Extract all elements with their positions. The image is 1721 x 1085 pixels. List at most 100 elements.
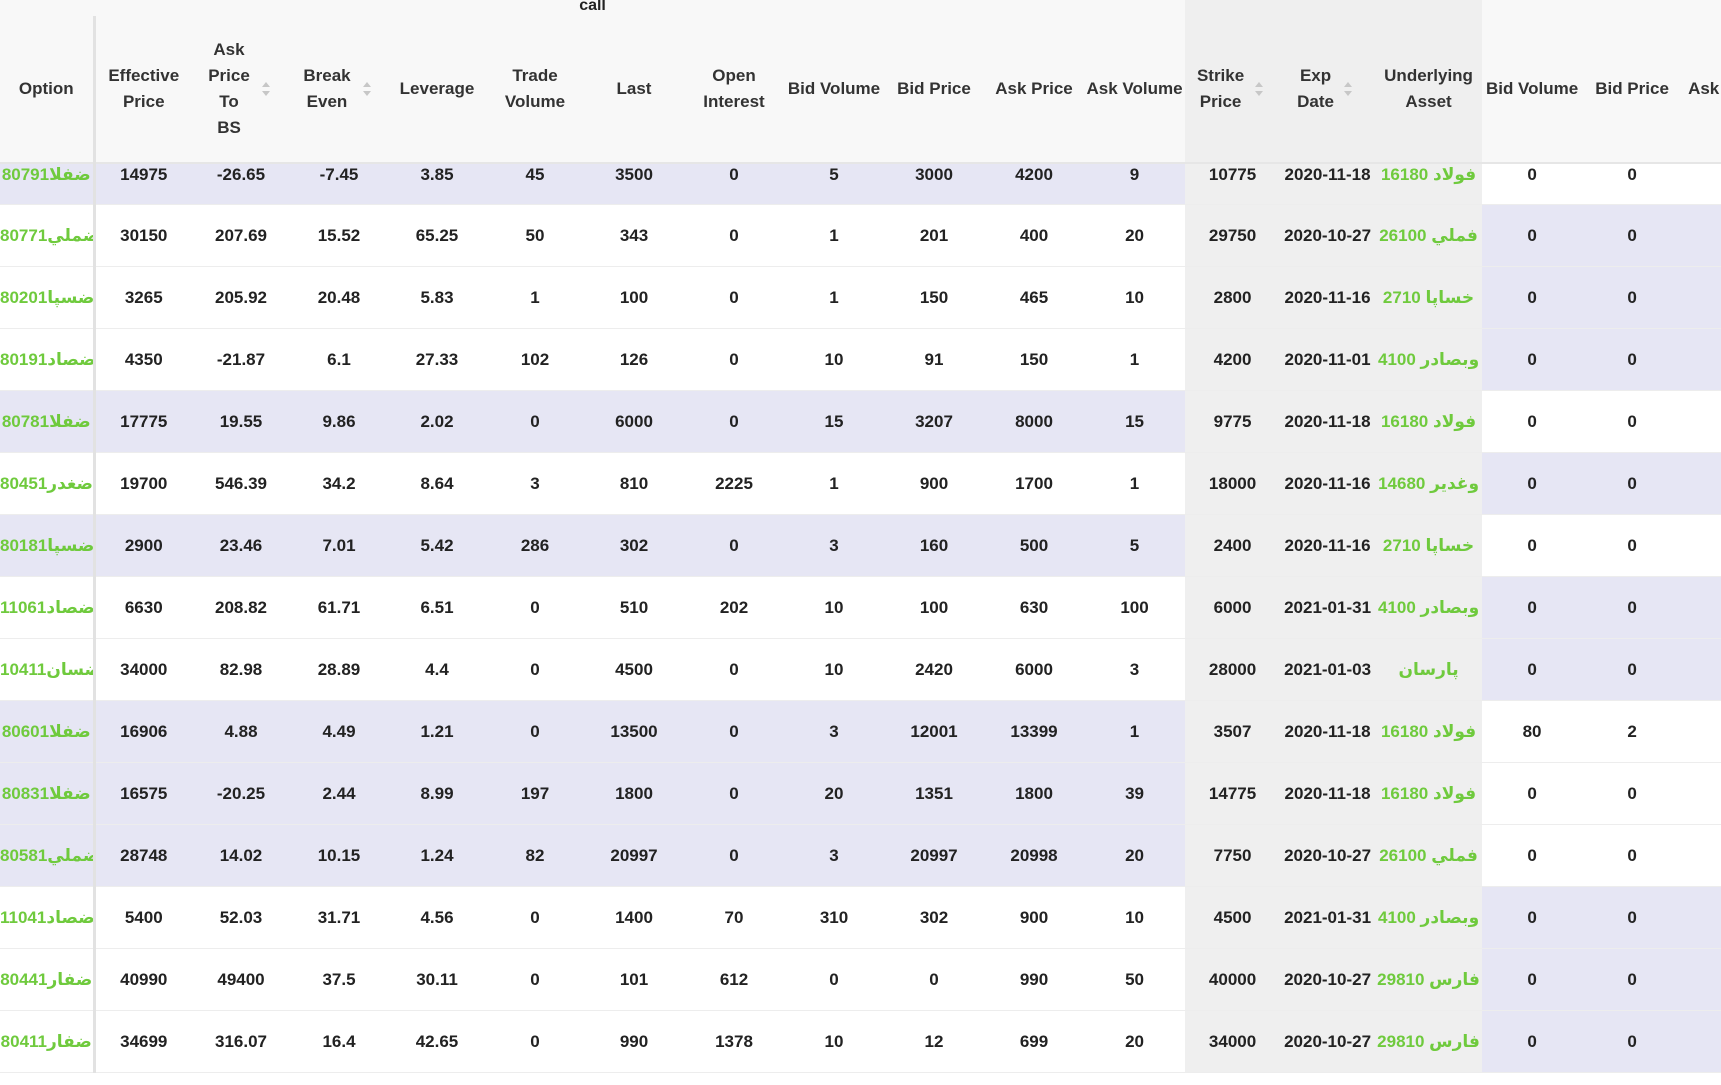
cell-put-bid-volume: 0 [1482,514,1583,577]
cell-bid-volume: 5 [784,163,884,205]
cell-bid-volume: 1 [784,452,884,515]
cell-ask-price: 990 [984,948,1084,1011]
option-link[interactable]: ضفار80411 [0,1010,96,1073]
cell-exp-date: 2020-10-27 [1280,204,1376,267]
cell-put-bid-volume: 0 [1482,328,1583,391]
cell-exp-date: 2020-10-27 [1280,824,1376,887]
sort-icon[interactable] [1343,81,1352,97]
underlying-asset-link[interactable]: وغدير 14680 [1375,452,1483,515]
cell-open-interest: 0 [684,638,784,701]
underlying-asset-link[interactable]: وبصادر 4100 [1375,886,1483,949]
option-link[interactable]: ضغدر80451 [0,452,96,515]
table-row: ضصاد11041 5400 52.03 31.71 4.56 0 1400 70 310 302… [0,886,1721,949]
underlying-asset-link[interactable]: فولاد 16180 [1375,390,1483,453]
cell-bid-price: 12 [884,1010,984,1073]
cell-open-interest: 612 [684,948,784,1011]
option-link[interactable]: ضفلا80601 [0,700,96,763]
underlying-asset-link[interactable]: پارسان [1375,638,1483,701]
cell-ask-price-to-bs: 19.55 [192,390,290,453]
cell-ask-volume: 1 [1084,452,1186,515]
cell-put-ask-partial [1682,886,1721,949]
cell-put-bid-price: 0 [1582,452,1683,515]
underlying-asset-link[interactable]: فارس 29810 [1375,948,1483,1011]
cell-ask-price-to-bs: 4.88 [192,700,290,763]
cell-break-even: 6.1 [290,328,388,391]
cell-strike-price: 4500 [1185,886,1281,949]
underlying-asset-link[interactable]: خساپا 2710 [1375,266,1483,329]
underlying-asset-link[interactable]: فولاد 16180 [1375,163,1483,205]
cell-ask-volume: 1 [1084,700,1186,763]
header-strike-price[interactable]: Strike Price [1185,16,1281,164]
cell-open-interest: 0 [684,390,784,453]
cell-put-ask-partial [1682,204,1721,267]
underlying-asset-link[interactable]: فارس 29810 [1375,1010,1483,1073]
cell-put-ask-partial [1682,266,1721,329]
option-link[interactable]: ضملي80771 [0,204,96,267]
cell-break-even: 20.48 [290,266,388,329]
cell-bid-volume: 15 [784,390,884,453]
cell-ask-volume: 1 [1084,328,1186,391]
cell-trade-volume: 0 [486,638,584,701]
option-link[interactable]: ضملي80581 [0,824,96,887]
cell-bid-volume: 310 [784,886,884,949]
header-put-ask-partial: Ask [1682,16,1721,164]
cell-ask-price-to-bs: 546.39 [192,452,290,515]
option-link[interactable]: ضفلا80831 [0,762,96,825]
option-link[interactable]: ضسپا80201 [0,266,96,329]
underlying-asset-link[interactable]: وبصادر 4100 [1375,328,1483,391]
cell-put-bid-volume: 0 [1482,390,1583,453]
option-link[interactable]: ضسان10411 [0,638,96,701]
cell-leverage: 4.4 [388,638,486,701]
header-put-bid-volume: Bid Volume [1482,16,1583,164]
cell-strike-price: 2800 [1185,266,1281,329]
header-ask-price-to-bs[interactable]: Ask Price To BS [192,16,290,164]
header-underlying-asset: Underlying Asset [1375,16,1483,164]
cell-leverage: 8.99 [388,762,486,825]
option-link[interactable]: ضفلا80781 [0,390,96,453]
sort-icon[interactable] [363,81,371,97]
cell-open-interest: 0 [684,266,784,329]
table-row: ضملي8077130150207.6915.5265.255034301201… [0,204,1721,267]
cell-open-interest: 0 [684,762,784,825]
cell-ask-price: 1800 [984,762,1084,825]
option-link[interactable]: ضفلا80791 [0,163,96,205]
option-link[interactable]: ضصاد11061 [0,576,96,639]
option-link[interactable]: ضصاد80191 [0,328,96,391]
sort-icon[interactable] [262,81,270,97]
cell-bid-price: 160 [884,514,984,577]
cell-strike-price: 6000 [1185,576,1281,639]
cell-put-ask-partial [1682,576,1721,639]
underlying-asset-link[interactable]: وبصادر 4100 [1375,576,1483,639]
cell-ask-price-to-bs: 14.02 [192,824,290,887]
cell-effective-price: 34000 [94,638,192,701]
option-link[interactable]: ضفار80441 [0,948,96,1011]
cell-put-bid-price: 0 [1582,576,1683,639]
underlying-asset-link[interactable]: خساپا 2710 [1375,514,1483,577]
cell-put-bid-volume: 0 [1482,824,1583,887]
option-link[interactable]: ضسپا80181 [0,514,96,577]
underlying-asset-link[interactable]: فولاد 16180 [1375,700,1483,763]
cell-break-even: -7.45 [290,163,388,205]
underlying-asset-link[interactable]: فملي 26100 [1375,204,1483,267]
cell-strike-price: 18000 [1185,452,1281,515]
cell-put-ask-partial [1682,948,1721,1011]
cell-ask-price-to-bs: 49400 [192,948,290,1011]
header-leverage: Leverage [388,16,486,164]
cell-open-interest: 0 [684,163,784,205]
cell-bid-price: 3207 [884,390,984,453]
header-open-interest: Open Interest [684,16,784,164]
underlying-asset-link[interactable]: فولاد 16180 [1375,762,1483,825]
sort-icon[interactable] [1254,81,1263,97]
cell-trade-volume: 3 [486,452,584,515]
cell-break-even: 7.01 [290,514,388,577]
underlying-asset-link[interactable]: فملي 26100 [1375,824,1483,887]
table-row: ضصاد80191 4350 -21.87 6.1 27.33 102 126 0 10 91 15… [0,328,1721,391]
option-link[interactable]: ضصاد11041 [0,886,96,949]
header-exp-date[interactable]: Exp Date [1280,16,1376,164]
cell-break-even: 61.71 [290,576,388,639]
header-break-even[interactable]: Break Even [290,16,388,164]
cell-put-ask-partial [1682,452,1721,515]
cell-bid-volume: 10 [784,1010,884,1073]
cell-last: 20997 [584,824,684,887]
call-group-label: call [0,0,1186,16]
